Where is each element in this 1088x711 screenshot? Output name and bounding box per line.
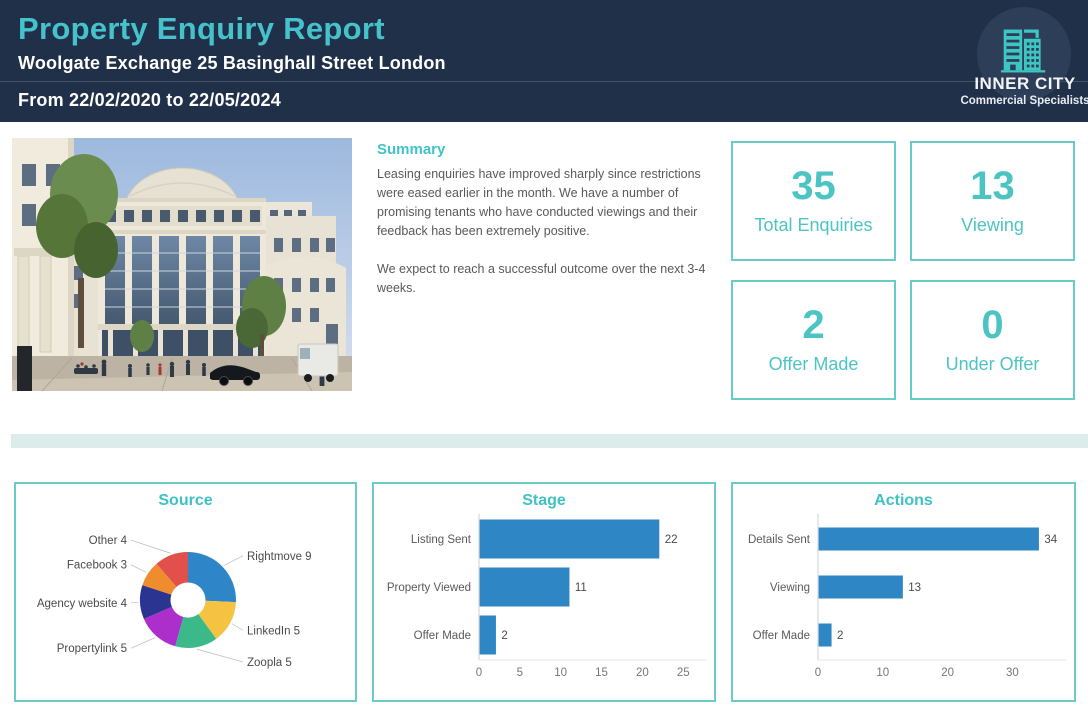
bar-viewing[interactable] xyxy=(818,575,903,599)
chart-panels: Source Rightmove 9 LinkedIn 5 Zoopla 5 Prop… xyxy=(14,482,1076,702)
source-chart-panel: Source Rightmove 9 LinkedIn 5 Zoopla 5 Prop… xyxy=(14,482,357,702)
summary-paragraph-2: We expect to reach a successful outcome … xyxy=(377,262,706,295)
car xyxy=(210,365,260,386)
label-leader-line xyxy=(130,637,156,649)
kpi-label: Offer Made xyxy=(768,354,859,374)
header-divider xyxy=(0,81,1088,82)
category-label: Offer Made xyxy=(753,630,810,642)
donut-slice-linkedin[interactable] xyxy=(198,600,236,639)
value-label: 22 xyxy=(664,534,677,546)
x-tick-label: 5 xyxy=(516,667,522,679)
kpi-label: Viewing xyxy=(961,215,1024,235)
label-leader-line xyxy=(196,648,244,663)
bar-offer-made[interactable] xyxy=(818,623,832,647)
kpi-grid: 35 Total Enquiries 13 Viewing 2 Offer Ma… xyxy=(731,141,1075,400)
actions-chart-title: Actions xyxy=(874,492,933,509)
x-tick-label: 10 xyxy=(554,667,567,679)
bar-property-viewed[interactable] xyxy=(479,567,569,607)
logo-name: INNER CITY xyxy=(974,74,1076,93)
slice-label: Other 4 xyxy=(89,535,128,547)
property-photo-illustration xyxy=(12,138,352,392)
people xyxy=(74,359,325,386)
slice-label: Zoopla 5 xyxy=(247,657,292,669)
tree xyxy=(36,154,118,348)
source-donut-chart: Rightmove 9 LinkedIn 5 Zoopla 5 Propertylin… xyxy=(37,535,312,669)
donut-slice-facebook[interactable] xyxy=(142,563,177,595)
van xyxy=(297,343,339,382)
label-leader-line xyxy=(231,623,244,631)
label-leader-line xyxy=(130,539,171,554)
value-label: 2 xyxy=(837,630,843,642)
summary-heading: Summary xyxy=(377,141,446,158)
donut-slice-zoopla[interactable] xyxy=(175,614,217,648)
tree xyxy=(130,276,286,368)
logo-tagline: Commercial Specialists xyxy=(960,95,1088,107)
kpi-value: 35 xyxy=(791,164,836,208)
value-label: 11 xyxy=(574,582,586,594)
stage-chart-title: Stage xyxy=(522,492,566,509)
bar-listing-sent[interactable] xyxy=(479,519,659,559)
kpi-card-under-offer[interactable]: 0 Under Offer xyxy=(910,280,1075,400)
donut-slice-agency-website[interactable] xyxy=(140,585,172,619)
donut-slice-other[interactable] xyxy=(156,552,188,587)
actions-chart-panel: Actions Details Sent 34 Viewing 13 Offer Mad… xyxy=(731,482,1076,702)
value-label: 34 xyxy=(1044,534,1057,546)
x-tick-label: 15 xyxy=(595,667,608,679)
donut-slice-propertylink[interactable] xyxy=(143,606,184,647)
date-range: From 22/02/2020 to 22/05/2024 xyxy=(18,90,281,110)
slice-label: LinkedIn 5 xyxy=(247,625,300,637)
label-leader-line xyxy=(223,555,244,566)
kpi-card-viewing[interactable]: 13 Viewing xyxy=(910,141,1075,261)
summary-paragraph-1: Leasing enquiries have improved sharply … xyxy=(377,167,701,238)
x-tick-label: 10 xyxy=(876,667,889,679)
kpi-card-offer-made[interactable]: 2 Offer Made xyxy=(731,280,896,400)
summary-section: Summary Leasing enquiries have improved … xyxy=(377,141,711,317)
value-label: 2 xyxy=(501,630,507,642)
x-tick-label: 0 xyxy=(815,667,821,679)
x-tick-label: 25 xyxy=(676,667,689,679)
x-tick-label: 30 xyxy=(1006,667,1019,679)
logo-circle xyxy=(977,7,1071,101)
buildings-icon xyxy=(1000,29,1046,73)
bar-details-sent[interactable] xyxy=(818,527,1039,551)
category-label: Property Viewed xyxy=(386,582,470,594)
x-tick-label: 0 xyxy=(475,667,481,679)
company-logo: INNER CITY Commercial Specialists xyxy=(953,0,1088,122)
report-header: Property Enquiry Report Woolgate Exchang… xyxy=(0,0,1088,122)
label-leader-line xyxy=(130,564,147,573)
slice-label: Rightmove 9 xyxy=(247,551,312,563)
kpi-value: 2 xyxy=(802,303,825,347)
category-label: Viewing xyxy=(770,582,810,594)
kpi-label: Total Enquiries xyxy=(754,215,873,235)
page-title: Property Enquiry Report xyxy=(18,11,385,46)
source-chart-title: Source xyxy=(158,492,213,509)
x-tick-label: 20 xyxy=(941,667,954,679)
property-photo xyxy=(12,138,352,392)
slice-label: Propertylink 5 xyxy=(57,643,127,655)
main-facade xyxy=(98,198,266,356)
kpi-label: Under Offer xyxy=(945,354,1040,374)
property-address: Woolgate Exchange 25 Basinghall Street L… xyxy=(18,53,446,73)
category-label: Listing Sent xyxy=(410,534,471,546)
category-label: Offer Made xyxy=(413,630,470,642)
category-label: Details Sent xyxy=(748,534,811,546)
x-tick-label: 20 xyxy=(635,667,648,679)
label-leader-line xyxy=(130,601,139,604)
value-label: 13 xyxy=(908,582,921,594)
bar-offer-made[interactable] xyxy=(479,615,496,655)
stage-chart-panel: Stage Listing Sent 22 Property Viewed 11 Off… xyxy=(372,482,716,702)
donut-slice-rightmove[interactable] xyxy=(188,552,236,603)
kpi-value: 0 xyxy=(981,303,1004,347)
kpi-card-total-enquiries[interactable]: 35 Total Enquiries xyxy=(731,141,896,261)
slice-label: Agency website 4 xyxy=(37,598,128,610)
slice-label: Facebook 3 xyxy=(67,560,127,572)
stage-bar-chart: Listing Sent 22 Property Viewed 11 Offer Mad… xyxy=(386,514,707,679)
section-divider-band xyxy=(11,434,1088,448)
bollard xyxy=(17,346,32,391)
kpi-value: 13 xyxy=(970,164,1015,208)
